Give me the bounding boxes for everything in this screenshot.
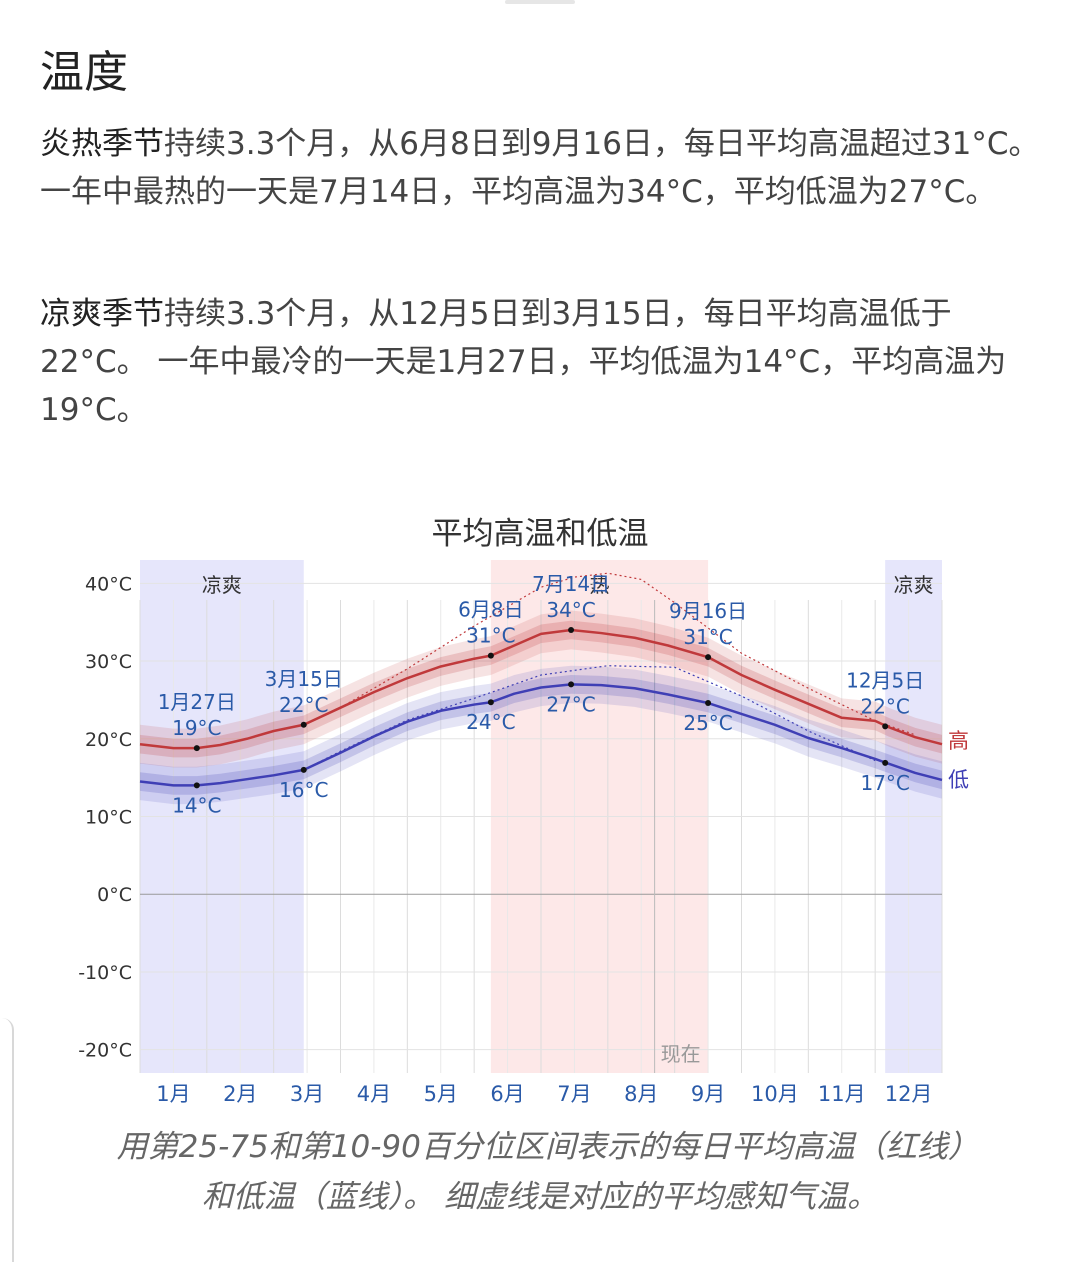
annotation-dot bbox=[568, 681, 575, 688]
temperature-chart: 平均高温和低温 凉爽热凉爽 现在 19°C1月27日14°C22°C3月15日1… bbox=[78, 516, 969, 1106]
low-feels-like-line bbox=[303, 665, 876, 771]
section-title: 温度 bbox=[40, 47, 128, 98]
annotation-dot bbox=[882, 723, 889, 730]
x-tick-label: 10月 bbox=[751, 1082, 799, 1106]
low-band-25-75 bbox=[140, 675, 942, 795]
annotation-value: 31°C bbox=[466, 624, 515, 648]
x-tick-label: 9月 bbox=[691, 1082, 725, 1106]
x-tick-label: 1月 bbox=[156, 1082, 190, 1106]
annotation-date: 1月27日 bbox=[158, 690, 236, 714]
annotation-dot bbox=[300, 721, 307, 728]
annotation-value: 19°C bbox=[172, 716, 221, 740]
x-tick-label: 3月 bbox=[290, 1082, 324, 1106]
cool-season-label: 凉爽季节 bbox=[40, 296, 164, 332]
annotation-dot bbox=[705, 654, 712, 661]
annotation-dot bbox=[487, 699, 494, 706]
legend-high: 高 bbox=[948, 729, 969, 753]
chart-title: 平均高温和低温 bbox=[432, 516, 649, 552]
annotation-value: 31°C bbox=[683, 625, 732, 649]
cool-season-paragraph: 凉爽季节持续3.3个月，从12月5日到3月15日，每日平均高温低于22°C。 一… bbox=[40, 290, 1050, 434]
x-tick-label: 5月 bbox=[424, 1082, 458, 1106]
annotation-value: 27°C bbox=[546, 692, 595, 716]
annotation-value: 22°C bbox=[279, 693, 328, 717]
y-tick-label: -20°C bbox=[78, 1040, 132, 1062]
x-tick-label: 12月 bbox=[885, 1082, 933, 1106]
annotation-value: 24°C bbox=[466, 710, 515, 734]
annotation-dot bbox=[705, 700, 712, 707]
drag-handle[interactable] bbox=[505, 0, 575, 4]
annotation-dot bbox=[193, 782, 200, 789]
y-tick-label: 40°C bbox=[85, 573, 132, 595]
low-band-10-90 bbox=[140, 665, 942, 805]
y-tick-label: 20°C bbox=[85, 729, 132, 751]
annotation-date: 7月14日 bbox=[532, 572, 610, 596]
annotation-value: 14°C bbox=[172, 793, 221, 817]
hot-season-label: 炎热季节 bbox=[40, 126, 164, 162]
side-drawer-handle[interactable] bbox=[0, 1018, 14, 1262]
legend-low: 低 bbox=[948, 768, 969, 792]
y-tick-label: 30°C bbox=[85, 651, 132, 673]
chart-caption: 用第25-75和第10-90百分位区间表示的每日平均高温（红线）和低温（蓝线）。… bbox=[116, 1129, 964, 1215]
annotation-value: 16°C bbox=[279, 778, 328, 802]
high-temp-line bbox=[139, 628, 943, 750]
x-tick-label: 8月 bbox=[624, 1082, 658, 1106]
x-tick-label: 11月 bbox=[818, 1082, 866, 1106]
hot-season-text: 持续3.3个月，从6月8日到9月16日，每日平均高温超过31°C。 一年中最热的… bbox=[40, 126, 1040, 210]
annotation-date: 6月8日 bbox=[458, 598, 523, 622]
annotation-value: 25°C bbox=[683, 711, 732, 735]
season-label-hot: 热 bbox=[589, 573, 609, 597]
annotation-date: 9月16日 bbox=[669, 599, 747, 623]
x-tick-label: 6月 bbox=[490, 1082, 524, 1106]
y-tick-label: 10°C bbox=[85, 807, 132, 829]
x-tick-label: 7月 bbox=[557, 1082, 591, 1106]
annotation-date: 3月15日 bbox=[265, 667, 343, 691]
annotation-dot bbox=[882, 759, 889, 766]
hot-season-paragraph: 炎热季节持续3.3个月，从6月8日到9月16日，每日平均高温超过31°C。 一年… bbox=[40, 120, 1050, 216]
annotation-date: 12月5日 bbox=[846, 668, 924, 692]
season-label-cool: 凉爽 bbox=[894, 573, 934, 597]
annotation-value: 17°C bbox=[860, 771, 909, 795]
annotation-dot bbox=[300, 766, 307, 773]
now-marker-label: 现在 bbox=[661, 1042, 701, 1066]
x-tick-label: 2月 bbox=[223, 1082, 257, 1106]
annotation-dot bbox=[568, 626, 575, 633]
y-tick-label: 0°C bbox=[97, 884, 132, 906]
annotation-value: 22°C bbox=[860, 694, 909, 718]
low-temp-line bbox=[139, 683, 943, 787]
cool-season-text: 持续3.3个月，从12月5日到3月15日，每日平均高温低于22°C。 一年中最冷… bbox=[40, 296, 1007, 428]
annotation-dot bbox=[487, 652, 494, 659]
annotation-value: 34°C bbox=[546, 598, 595, 622]
season-label-cool: 凉爽 bbox=[202, 573, 242, 597]
y-tick-label: -10°C bbox=[78, 962, 132, 984]
high-band-10-90 bbox=[140, 610, 942, 768]
annotation-dot bbox=[193, 745, 200, 752]
x-tick-label: 4月 bbox=[357, 1082, 391, 1106]
